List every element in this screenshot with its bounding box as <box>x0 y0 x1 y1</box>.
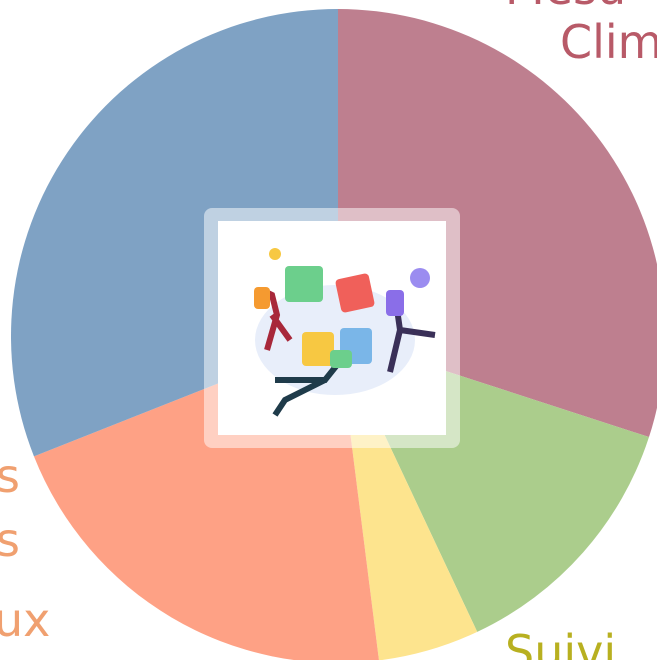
slice-label: s <box>0 449 20 503</box>
slice-label: ux <box>0 593 50 647</box>
bulb <box>269 248 281 260</box>
slice-label: atura 2000 <box>46 0 300 5</box>
person <box>254 287 270 309</box>
chat-bubble <box>410 268 430 288</box>
slice-label: Clim <box>560 15 657 69</box>
puzzle-piece <box>285 266 323 302</box>
puzzle-piece <box>335 273 375 313</box>
page: {"chart_data": {"type": "pie", "categori… <box>0 0 657 660</box>
slice-label: s <box>0 513 20 567</box>
chart: MesuClim Suivi ss ux atura 2000 <box>0 0 657 660</box>
puzzle-piece <box>302 332 334 366</box>
center-image <box>204 208 460 448</box>
person <box>330 350 352 368</box>
slice-label: Suivi <box>505 625 616 660</box>
slice-label: Mesu <box>505 0 626 15</box>
person <box>386 290 404 316</box>
